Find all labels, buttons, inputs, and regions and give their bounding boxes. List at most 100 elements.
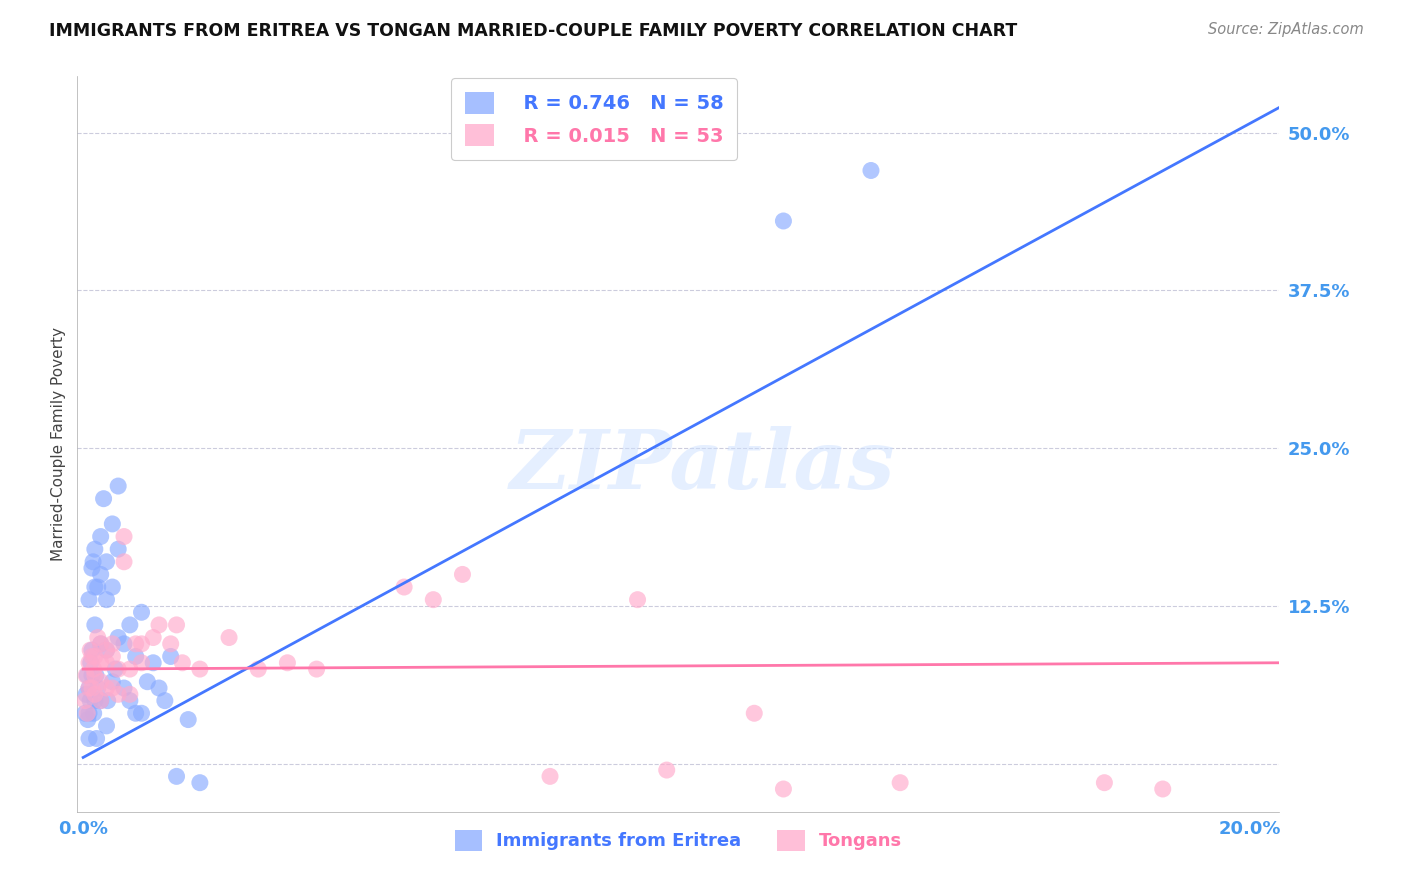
Point <box>77 731 100 746</box>
Point <box>104 662 127 676</box>
Point <box>188 775 211 789</box>
Text: Source: ZipAtlas.com: Source: ZipAtlas.com <box>1208 22 1364 37</box>
Point <box>73 693 96 707</box>
Point <box>77 681 100 695</box>
Point <box>79 643 101 657</box>
Point <box>148 681 170 695</box>
Point <box>96 643 118 657</box>
Point <box>77 706 100 721</box>
Point <box>107 631 129 645</box>
Point <box>80 649 103 664</box>
Point <box>538 769 561 783</box>
Point <box>90 674 112 689</box>
Point <box>83 687 105 701</box>
Point <box>82 555 104 569</box>
Point <box>77 592 100 607</box>
Point <box>96 555 118 569</box>
Point <box>96 719 118 733</box>
Point <box>80 561 103 575</box>
Point <box>87 580 110 594</box>
Point <box>131 605 153 619</box>
Point <box>97 693 120 707</box>
Point <box>112 681 135 695</box>
Point <box>83 580 105 594</box>
Point <box>75 687 97 701</box>
Point <box>166 618 188 632</box>
Point <box>153 693 176 707</box>
Point <box>83 706 105 721</box>
Point <box>148 618 170 632</box>
Point <box>101 637 124 651</box>
Point <box>392 580 415 594</box>
Point <box>101 681 124 695</box>
Point <box>90 637 112 651</box>
Point <box>136 674 159 689</box>
Point <box>125 649 148 664</box>
Point <box>87 631 110 645</box>
Point <box>859 163 882 178</box>
Point <box>118 618 141 632</box>
Point <box>112 555 135 569</box>
Point <box>80 656 103 670</box>
Point <box>772 214 794 228</box>
Point <box>96 681 118 695</box>
Point <box>83 649 105 664</box>
Text: IMMIGRANTS FROM ERITREA VS TONGAN MARRIED-COUPLE FAMILY POVERTY CORRELATION CHAR: IMMIGRANTS FROM ERITREA VS TONGAN MARRIE… <box>49 22 1018 40</box>
Point <box>655 763 678 777</box>
Point <box>101 516 124 531</box>
Point <box>76 713 98 727</box>
Point <box>276 656 298 670</box>
Point <box>131 706 153 721</box>
Legend: Immigrants from Eritrea, Tongans: Immigrants from Eritrea, Tongans <box>447 822 910 858</box>
Point <box>101 649 124 664</box>
Point <box>142 656 165 670</box>
Point <box>118 662 141 676</box>
Point <box>90 693 112 707</box>
Point <box>83 662 105 676</box>
Point <box>131 656 153 670</box>
Point <box>84 668 107 682</box>
Point <box>96 656 118 670</box>
Point <box>112 530 135 544</box>
Point <box>90 693 112 707</box>
Point <box>159 649 181 664</box>
Point <box>83 542 105 557</box>
Point <box>76 706 98 721</box>
Point <box>142 631 165 645</box>
Point <box>79 693 101 707</box>
Point <box>107 687 129 701</box>
Point <box>83 618 105 632</box>
Point <box>96 643 118 657</box>
Point <box>177 713 200 727</box>
Point <box>159 637 181 651</box>
Point <box>451 567 474 582</box>
Point <box>626 592 648 607</box>
Point <box>172 656 194 670</box>
Point <box>218 631 240 645</box>
Point <box>83 668 105 682</box>
Point <box>90 656 112 670</box>
Point <box>107 662 129 676</box>
Point <box>305 662 328 676</box>
Point <box>107 479 129 493</box>
Point <box>80 668 103 682</box>
Text: ZIPatlas: ZIPatlas <box>510 425 896 506</box>
Point <box>96 592 118 607</box>
Point <box>90 637 112 651</box>
Point <box>742 706 765 721</box>
Point <box>188 662 211 676</box>
Point <box>75 668 97 682</box>
Point <box>166 769 188 783</box>
Point <box>77 656 100 670</box>
Point <box>1092 775 1115 789</box>
Point <box>101 674 124 689</box>
Point <box>247 662 270 676</box>
Point <box>125 637 148 651</box>
Point <box>422 592 444 607</box>
Point <box>83 693 105 707</box>
Point <box>73 706 96 721</box>
Point <box>93 491 115 506</box>
Point <box>80 643 103 657</box>
Point <box>87 681 110 695</box>
Point <box>118 693 141 707</box>
